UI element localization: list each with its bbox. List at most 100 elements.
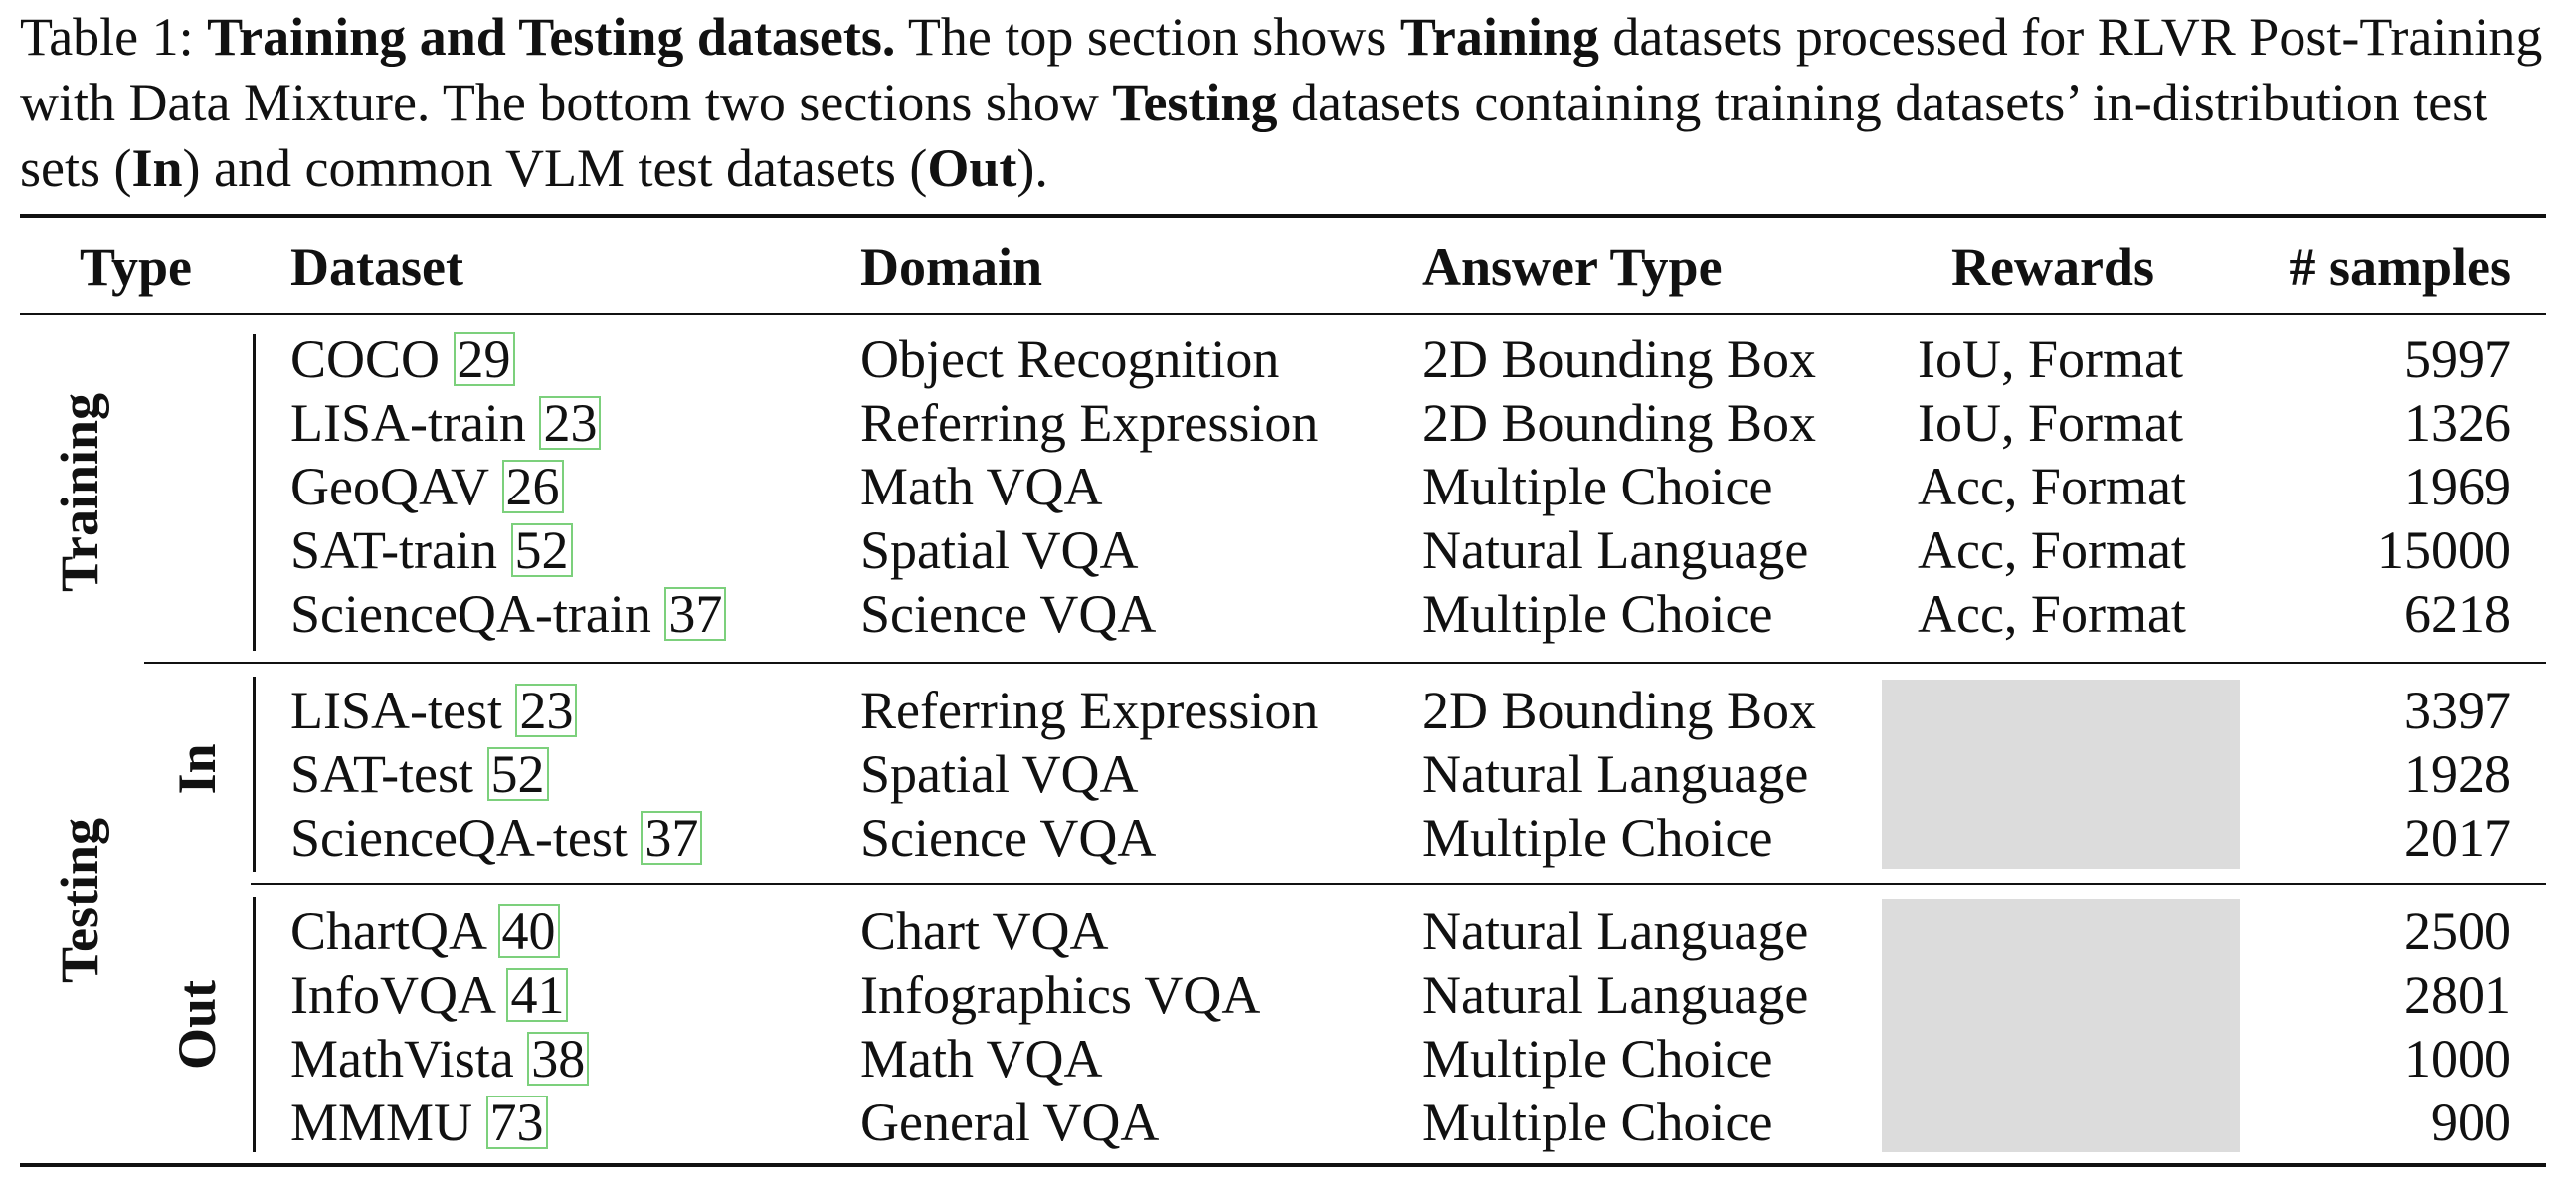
cell-samples: 3397	[2404, 681, 2511, 740]
citation-link[interactable]: 23	[539, 396, 602, 450]
dataset-name: SAT-test	[290, 744, 487, 804]
cell-samples: 2017	[2404, 808, 2511, 868]
cell-samples: 1000	[2404, 1029, 2511, 1089]
cell-samples: 1928	[2404, 744, 2511, 804]
cell-answer-type: Multiple Choice	[1422, 808, 1773, 868]
citation-link[interactable]: 29	[453, 332, 515, 386]
cell-domain: Math VQA	[860, 457, 1103, 516]
citation-link[interactable]: 37	[664, 587, 727, 641]
cell-domain: Infographics VQA	[860, 965, 1261, 1025]
dataset-name: ScienceQA-test	[290, 808, 642, 868]
dataset-name: ChartQA	[290, 901, 498, 961]
cell-rewards: IoU, Format	[1918, 329, 2183, 389]
citation-link[interactable]: 40	[497, 904, 560, 958]
cell-domain: Chart VQA	[860, 901, 1109, 961]
cell-answer-type: Natural Language	[1422, 901, 1809, 961]
dataset-name: LISA-train	[290, 393, 540, 453]
header-samples: # samples	[2289, 237, 2511, 297]
cell-domain: Object Recognition	[860, 329, 1280, 389]
cell-answer-type: 2D Bounding Box	[1422, 393, 1817, 453]
cell-answer-type: Natural Language	[1422, 520, 1809, 580]
group-label-in: In	[167, 743, 227, 795]
cell-dataset: LISA-train 23	[290, 391, 602, 455]
section-rule	[251, 883, 2546, 885]
cell-domain: Spatial VQA	[860, 520, 1139, 580]
cell-samples: 2500	[2404, 901, 2511, 961]
section-bar	[253, 334, 256, 651]
cell-dataset: LISA-test 23	[290, 679, 578, 742]
section-bar	[253, 677, 256, 872]
dataset-name: MathVista	[290, 1029, 528, 1089]
cell-dataset: MathVista 38	[290, 1027, 590, 1091]
cell-samples: 1969	[2404, 457, 2511, 516]
header-dataset: Dataset	[290, 237, 463, 297]
rewards-empty-block-in	[1882, 680, 2240, 869]
caption-label: Table 1:	[20, 7, 194, 67]
cell-dataset: MMMU 73	[290, 1091, 548, 1154]
cell-domain: Science VQA	[860, 808, 1157, 868]
cell-dataset: ChartQA 40	[290, 899, 560, 963]
citation-link[interactable]: 52	[510, 523, 573, 577]
cell-answer-type: 2D Bounding Box	[1422, 329, 1817, 389]
caption-bold: Training	[1399, 7, 1599, 67]
header-answer-type: Answer Type	[1422, 237, 1723, 297]
cell-answer-type: Multiple Choice	[1422, 1029, 1773, 1089]
cell-dataset: GeoQAV 26	[290, 455, 564, 518]
caption-bold: In	[131, 138, 183, 198]
cell-rewards: IoU, Format	[1918, 393, 2183, 453]
cell-dataset: ScienceQA-test 37	[290, 806, 703, 870]
cell-answer-type: Multiple Choice	[1422, 457, 1773, 516]
group-label-training: Training	[50, 392, 109, 593]
caption-text: ).	[1016, 138, 1048, 198]
cell-rewards: Acc, Format	[1918, 457, 2186, 516]
cell-domain: Science VQA	[860, 584, 1157, 644]
citation-link[interactable]: 37	[641, 811, 703, 865]
cell-dataset: ScienceQA-train 37	[290, 582, 727, 646]
caption-bold: Out	[927, 138, 1017, 198]
dataset-name: LISA-test	[290, 681, 516, 740]
caption-text: datasets containing training datasets’ i…	[20, 73, 2488, 198]
cell-dataset: SAT-train 52	[290, 518, 573, 582]
citation-link[interactable]: 23	[515, 684, 578, 737]
cell-answer-type: Multiple Choice	[1422, 1093, 1773, 1152]
dataset-name: ScienceQA-train	[290, 584, 665, 644]
caption-text: datasets processed for RLVR Post-Trainin…	[20, 7, 2543, 132]
cell-samples: 5997	[2404, 329, 2511, 389]
cell-domain: Referring Expression	[860, 681, 1319, 740]
table-caption: Table 1: Training and Testing datasets. …	[20, 4, 2561, 201]
caption-text: The top section shows	[907, 7, 1387, 67]
cell-dataset: InfoVQA 41	[290, 963, 569, 1027]
citation-link[interactable]: 41	[506, 968, 569, 1022]
header-type: Type	[80, 237, 193, 297]
cell-samples: 900	[2431, 1093, 2511, 1152]
group-label-testing: Testing	[50, 817, 109, 984]
citation-link[interactable]: 26	[501, 460, 564, 513]
citation-link[interactable]: 52	[486, 747, 549, 801]
header-domain: Domain	[860, 237, 1043, 297]
cell-answer-type: 2D Bounding Box	[1422, 681, 1817, 740]
dataset-name: COCO	[290, 329, 454, 389]
cell-samples: 2801	[2404, 965, 2511, 1025]
caption-title: Training and Testing datasets.	[207, 7, 896, 67]
cell-samples: 6218	[2404, 584, 2511, 644]
caption-bold: Testing	[1112, 73, 1278, 132]
cell-domain: Spatial VQA	[860, 744, 1139, 804]
cell-domain: Math VQA	[860, 1029, 1103, 1089]
cell-rewards: Acc, Format	[1918, 520, 2186, 580]
cell-dataset: COCO 29	[290, 327, 515, 391]
citation-link[interactable]: 38	[527, 1032, 590, 1086]
header-rewards: Rewards	[1951, 237, 2154, 297]
dataset-name: MMMU	[290, 1093, 486, 1152]
cell-answer-type: Natural Language	[1422, 965, 1809, 1025]
cell-samples: 1326	[2404, 393, 2511, 453]
citation-link[interactable]: 73	[485, 1096, 548, 1149]
cell-dataset: SAT-test 52	[290, 742, 549, 806]
cell-domain: Referring Expression	[860, 393, 1319, 453]
dataset-name: InfoVQA	[290, 965, 507, 1025]
bottom-rule	[20, 1163, 2546, 1167]
section-rule	[144, 662, 2546, 664]
rewards-empty-block-out	[1882, 899, 2240, 1152]
cell-samples: 15000	[2377, 520, 2511, 580]
dataset-name: SAT-train	[290, 520, 511, 580]
cell-rewards: Acc, Format	[1918, 584, 2186, 644]
